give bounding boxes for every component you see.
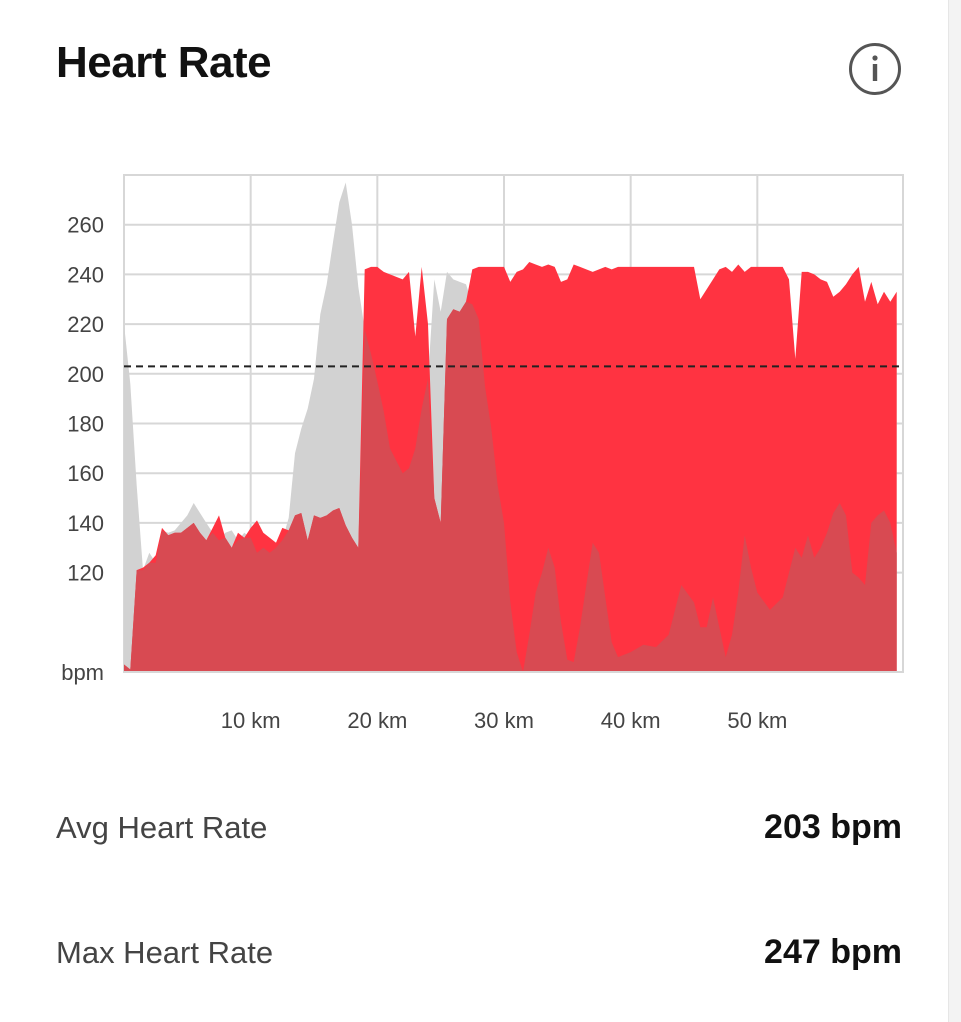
avg-heart-rate-label: Avg Heart Rate [56,810,268,845]
heart-rate-chart: 120 140 160 180 200 220 240 260 bpm 10 km 20 km 30 … [0,160,961,750]
y-tick-label: 220 [67,312,104,337]
x-tick-label: 20 km [347,708,407,733]
page-edge [948,0,961,1022]
avg-heart-rate-value: 203 bpm [764,808,902,846]
info-icon [849,43,901,95]
x-tick-label: 30 km [474,708,534,733]
x-tick-label: 50 km [727,708,787,733]
y-axis-unit-label: bpm [61,660,104,685]
overlap-series-area [124,301,903,672]
y-tick-label: 160 [67,461,104,486]
y-tick-label: 180 [67,412,104,437]
info-button[interactable] [848,42,902,96]
x-tick-label: 10 km [221,708,281,733]
y-tick-label: 200 [67,362,104,387]
y-tick-label: 120 [67,561,104,586]
page-title: Heart Rate [56,38,272,87]
heart-rate-chart-svg: 120 140 160 180 200 220 240 260 bpm 10 km 20 km 30 … [61,174,904,733]
x-tick-label: 40 km [601,708,661,733]
y-tick-label: 260 [67,213,104,238]
y-tick-label: 140 [67,511,104,536]
y-tick-label: 240 [67,262,104,287]
avg-heart-rate-row: Avg Heart Rate 203 bpm [56,808,902,847]
max-heart-rate-label: Max Heart Rate [56,935,274,970]
max-heart-rate-row: Max Heart Rate 247 bpm [56,933,902,972]
max-heart-rate-value: 247 bpm [764,933,902,971]
